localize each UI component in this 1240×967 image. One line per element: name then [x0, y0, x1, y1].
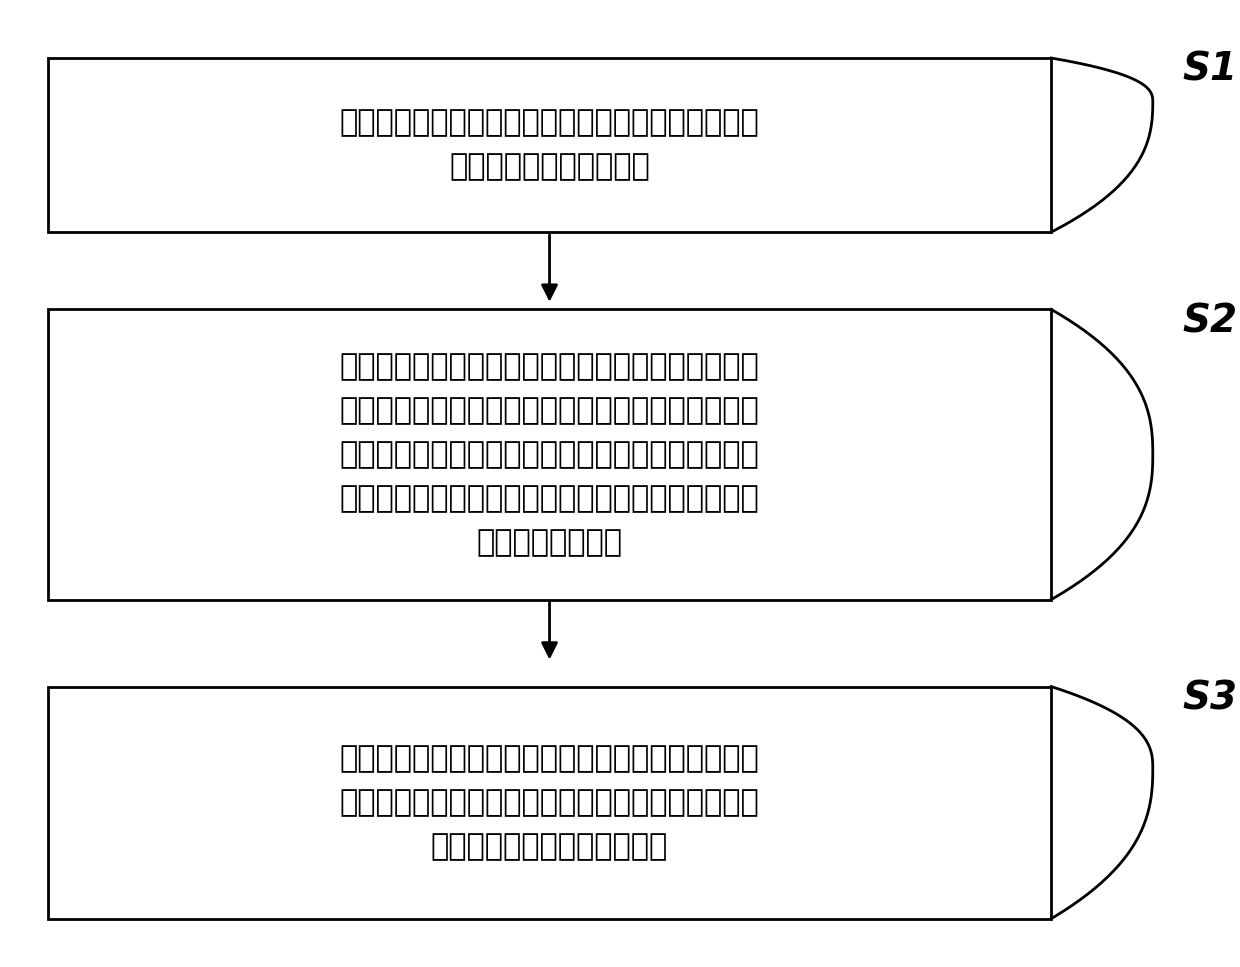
Text: 若判断获知所述报点位置不是所述当前车次计划的终
点，且所述报点时刻为到点时刻，则调整所述目标列
车的停站时长和区间运行时长，并基于调整后的所述
停站时长和所述区: 若判断获知所述报点位置不是所述当前车次计划的终 点，且所述报点时刻为到点时刻，则… [340, 352, 759, 557]
Text: 获取目标列车的报点信息，并更新列车运行图中所述
目标列车的当前车次计划: 获取目标列车的报点信息，并更新列车运行图中所述 目标列车的当前车次计划 [340, 108, 759, 182]
Text: S3: S3 [1183, 679, 1238, 718]
Text: S2: S2 [1183, 302, 1238, 340]
Text: 若判断获知所述报点位置是所述目标列车的运行计划
的终点，则进行所述目标列车与相邻列车的冲突检测
与修复，生成新的列车运行图: 若判断获知所述报点位置是所述目标列车的运行计划 的终点，则进行所述目标列车与相邻… [340, 745, 759, 861]
FancyBboxPatch shape [48, 309, 1052, 600]
FancyBboxPatch shape [48, 687, 1052, 919]
Text: S1: S1 [1183, 50, 1238, 89]
FancyBboxPatch shape [48, 58, 1052, 232]
